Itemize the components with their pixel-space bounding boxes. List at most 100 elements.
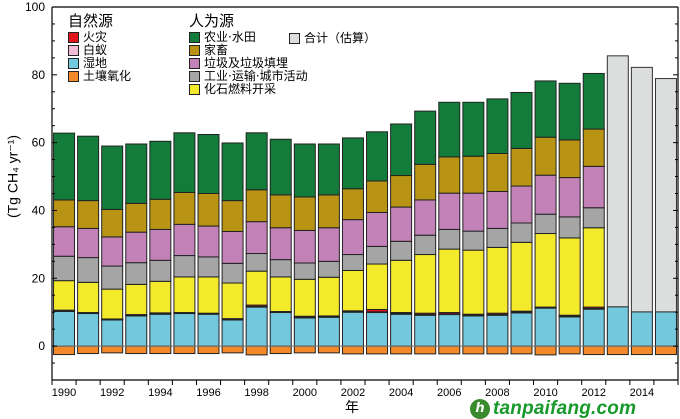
bar-industry-1992 — [101, 265, 124, 290]
legend-item-total: 合计（估算） — [289, 32, 376, 45]
bar-total-estimate-2013 — [606, 55, 629, 308]
watermark-text: tanpaifang.com — [493, 398, 637, 419]
x-tick-label: 2010 — [533, 387, 557, 399]
legend-total: 合计（估算） — [289, 32, 376, 45]
bar-wetlands-1997 — [221, 319, 244, 347]
legend-item: 农业·水田 — [189, 31, 308, 44]
legend-label: 白蚁 — [83, 43, 108, 57]
x-tick-label: 1990 — [52, 387, 76, 399]
bar-agriculture-1993 — [125, 143, 148, 204]
bar-livestock-1990 — [53, 199, 76, 228]
legend-natural: 自然源 火灾 白蚁 湿地 土壤氧化 — [68, 13, 131, 83]
bar-waste-1999 — [269, 227, 292, 261]
bar-wetlands-1998 — [245, 306, 268, 347]
legend-swatch — [189, 58, 200, 69]
bar-fossil-1998 — [245, 270, 268, 306]
bar-fossil-2011 — [558, 237, 581, 316]
bar-fossil-2010 — [534, 233, 557, 308]
bar-livestock-2009 — [510, 147, 533, 187]
bar-agriculture-2008 — [486, 98, 509, 154]
bar-livestock-1997 — [221, 200, 244, 232]
bar-industry-1999 — [269, 259, 292, 278]
bar-soil-2014 — [630, 345, 653, 356]
legend-label: 土壤氧化 — [83, 69, 132, 83]
x-tick-label: 1992 — [100, 387, 124, 399]
x-tick-label: 2012 — [581, 387, 605, 399]
bar-livestock-2011 — [558, 139, 581, 179]
bar-fossil-2006 — [438, 248, 461, 314]
bar-soil-1998 — [245, 345, 268, 356]
bar-soil-2013 — [606, 345, 629, 356]
bar-soil-1995 — [173, 345, 196, 355]
x-tick-label: 2006 — [437, 387, 461, 399]
bar-wetlands-1990 — [53, 311, 76, 347]
bar-agriculture-1998 — [245, 132, 268, 191]
y-tick-label: 100 — [25, 0, 45, 14]
bar-industry-2002 — [341, 254, 364, 271]
bar-livestock-2002 — [341, 188, 364, 221]
legend-label: 湿地 — [83, 56, 108, 70]
bar-agriculture-2005 — [414, 110, 437, 165]
legend-label: 合计（估算） — [304, 31, 377, 45]
bar-wetlands-1993 — [125, 315, 148, 347]
bar-livestock-1996 — [197, 193, 220, 227]
bar-industry-2011 — [558, 216, 581, 239]
x-tick-label: 2008 — [485, 387, 509, 399]
bar-industry-2006 — [438, 228, 461, 250]
bar-livestock-2012 — [582, 128, 605, 167]
bar-industry-1997 — [221, 262, 244, 284]
bar-waste-2012 — [582, 165, 605, 209]
bar-industry-2008 — [486, 227, 509, 248]
legend-swatch — [68, 71, 79, 82]
bar-soil-2004 — [390, 345, 413, 355]
bar-wetlands-2008 — [486, 314, 509, 347]
bar-wetlands-2015 — [654, 311, 677, 347]
bar-waste-2010 — [534, 174, 557, 215]
bar-wetlands-2007 — [462, 315, 485, 347]
bar-soil-2002 — [341, 345, 364, 355]
bar-agriculture-2000 — [293, 143, 316, 198]
bar-agriculture-1992 — [101, 145, 124, 210]
bar-soil-2009 — [510, 345, 533, 355]
bar-waste-2002 — [341, 219, 364, 256]
legend-swatch — [189, 45, 200, 56]
bar-livestock-1993 — [125, 202, 148, 233]
bar-industry-2009 — [510, 222, 533, 243]
bar-agriculture-1995 — [173, 132, 196, 193]
x-tick-label: 2002 — [341, 387, 365, 399]
bar-industry-2012 — [582, 207, 605, 229]
bar-industry-2001 — [317, 260, 340, 278]
bar-wetlands-2009 — [510, 312, 533, 347]
bar-wetlands-1992 — [101, 319, 124, 347]
bar-wetlands-2005 — [414, 314, 437, 347]
legend-item: 土壤氧化 — [68, 70, 131, 83]
bar-waste-2001 — [317, 227, 340, 262]
legend-item: 湿地 — [68, 57, 131, 70]
legend-label: 化石燃料开采 — [204, 82, 277, 96]
legend-label: 家畜 — [204, 43, 229, 57]
bar-total-estimate-2015 — [654, 78, 677, 313]
x-axis-label: 年 — [345, 400, 359, 416]
bar-waste-2009 — [510, 185, 533, 224]
legend-swatch — [289, 33, 300, 44]
bar-waste-2004 — [390, 206, 413, 242]
bar-livestock-1998 — [245, 189, 268, 223]
bar-livestock-2008 — [486, 152, 509, 192]
bar-agriculture-2009 — [510, 91, 533, 149]
legend-anthropogenic: 人为源 农业·水田 家畜 垃圾及垃圾填埋 工业·运输·城市活动 化石燃料开采 — [189, 13, 308, 96]
bar-fossil-1995 — [173, 276, 196, 314]
legend-label: 工业·运输·城市活动 — [204, 69, 308, 83]
legend-anthropogenic-title: 人为源 — [189, 12, 235, 30]
bar-waste-1992 — [101, 236, 124, 267]
bar-soil-1994 — [149, 345, 172, 355]
bar-agriculture-2006 — [438, 101, 461, 158]
bar-waste-2000 — [293, 229, 316, 264]
bar-livestock-1991 — [77, 200, 100, 229]
bar-waste-2008 — [486, 190, 509, 229]
bar-industry-2000 — [293, 262, 316, 280]
bar-fossil-2008 — [486, 246, 509, 314]
bar-wetlands-2004 — [390, 313, 413, 347]
bar-industry-1994 — [149, 259, 172, 282]
bar-soil-2012 — [582, 345, 605, 356]
